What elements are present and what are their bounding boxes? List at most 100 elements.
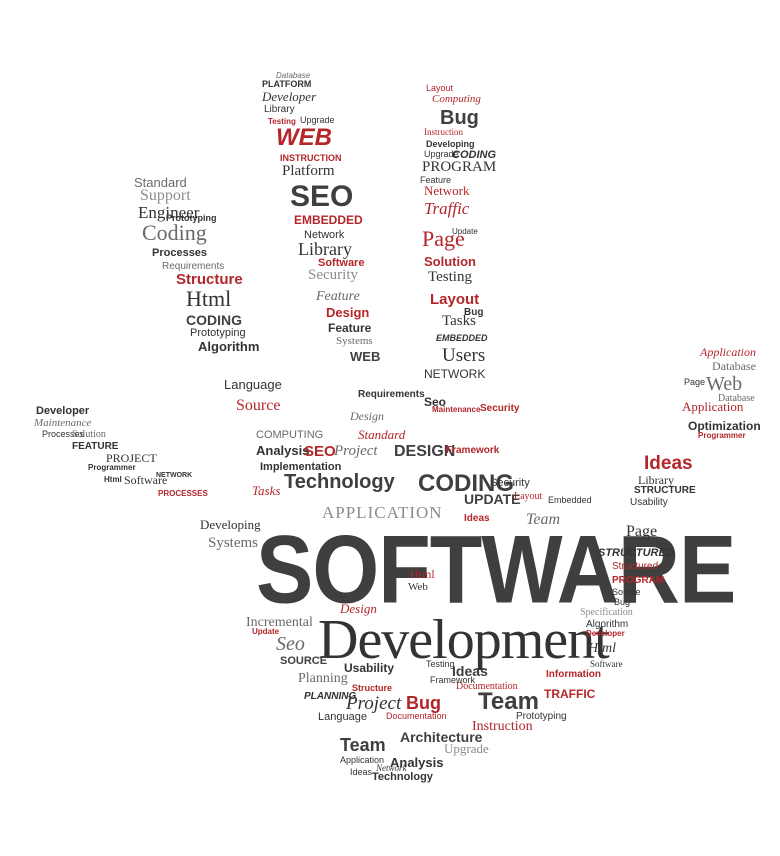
middle-finger-word: Instruction (424, 127, 463, 137)
index-finger-word: INSTRUCTION (280, 153, 342, 163)
palm-word: Security (480, 403, 520, 414)
thumb-word: FEATURE (72, 441, 119, 452)
middle-finger-word: Tasks (442, 313, 476, 329)
middle-finger-word: EMBEDDED (436, 333, 488, 343)
little-finger-word: Library (638, 473, 674, 487)
thumb-word: Engineer (138, 203, 200, 222)
thumb-word: Programmer (88, 463, 136, 472)
index-finger-word: Upgrade (300, 115, 335, 125)
index-finger-word: Software (318, 257, 365, 269)
middle-finger-word: Solution (424, 254, 476, 269)
thumb-word: Processes (42, 429, 85, 439)
thumb-word: Coding (142, 220, 207, 245)
middle-finger-word: Bug (464, 307, 484, 318)
palm-word: Design (340, 601, 377, 616)
middle-finger-word: CODING (452, 149, 496, 161)
middle-finger-word: Layout (430, 291, 480, 308)
palm-word: Project (346, 693, 402, 714)
palm-word: Layout (514, 491, 543, 502)
palm-word: Source (612, 587, 641, 597)
middle-finger-word: Feature (420, 175, 452, 185)
palm-word: TRAFFIC (544, 687, 596, 701)
palm-word: Implementation (260, 461, 342, 473)
palm-word: Structured (612, 561, 659, 572)
palm-word: Technology (284, 471, 395, 493)
palm-word: Technology (372, 771, 433, 783)
palm-word: UPDATE (464, 491, 521, 507)
palm-word: Architecture (400, 729, 483, 745)
palm-word: Web (408, 581, 428, 593)
palm-word: Analysis (256, 443, 310, 458)
palm-word: NETWORK (424, 367, 486, 381)
index-finger-word: Security (308, 267, 358, 283)
thumb-word: Prototyping (166, 213, 217, 223)
index-finger-word: EMBEDDED (294, 213, 363, 227)
palm-word: Information (546, 669, 601, 680)
index-finger-word: Feature (328, 321, 372, 335)
middle-finger-word: Update (452, 227, 478, 236)
thumb-word: Requirements (162, 261, 225, 272)
palm-word: Embedded (548, 495, 592, 505)
little-finger-word: Ideas (644, 453, 693, 474)
palm-word: Planning (298, 671, 348, 686)
palm-word: Team (478, 688, 539, 715)
middle-finger-word: Traffic (424, 199, 470, 218)
palm-word: Developer (586, 629, 625, 638)
headline-software: SOFTWARE (256, 516, 736, 624)
thumb-word: Language (224, 377, 282, 392)
index-finger-word: WEB (350, 349, 381, 364)
palm-word: Prototyping (516, 711, 567, 722)
palm-word: Structure (352, 683, 393, 693)
palm-word: Page (626, 523, 658, 540)
thumb-word: PROCESSES (158, 489, 208, 498)
palm-word: Standard (358, 427, 406, 442)
palm-word: Testing (426, 659, 455, 669)
palm-word: Bug (614, 597, 631, 607)
palm-word: SEO (304, 443, 336, 460)
little-finger-word: Database (718, 393, 755, 404)
palm-word: Software (590, 659, 623, 669)
thumb-word: Processes (152, 247, 208, 259)
palm-word: Requirements (358, 389, 425, 400)
palm-word: DESIGN (394, 443, 456, 460)
palm-word: Team (340, 735, 386, 755)
palm-word: Html (410, 567, 435, 581)
little-finger-word: Application (682, 399, 744, 414)
middle-finger-word: Users (442, 345, 486, 366)
palm-word: Seo (276, 633, 305, 655)
palm-word: Analysis (390, 755, 444, 770)
palm-word: Application (340, 755, 385, 765)
palm-word: Language (318, 711, 367, 723)
palm-word: Specification (580, 607, 633, 618)
index-finger-word: Platform (282, 163, 335, 179)
little-finger-word: STRUCTURE (634, 485, 696, 496)
little-finger-word: Page (684, 377, 706, 387)
middle-finger-word: Testing (428, 269, 472, 285)
palm-word: Documentation (456, 681, 518, 692)
palm-word: SOURCE (280, 655, 328, 667)
palm-word: Design (350, 409, 384, 423)
palm-word: CODING (418, 470, 514, 497)
little-finger-word: Application (700, 345, 756, 359)
index-finger-word: Feature (316, 289, 360, 304)
headline-development: Development (318, 609, 610, 671)
index-finger-word: Library (298, 239, 352, 259)
thumb-word: NETWORK (156, 472, 193, 479)
palm-word: Systems (208, 535, 259, 551)
palm-word: Ideas (452, 663, 488, 679)
middle-finger-word: Upgrade (424, 149, 459, 159)
palm-word: Upgrade (444, 741, 489, 756)
palm-word: Usability (344, 661, 395, 675)
thumb-word: Algorithm (198, 339, 260, 354)
index-finger-word: Testing (268, 117, 296, 126)
index-finger-word: Systems (336, 335, 373, 347)
index-finger-word: Design (326, 305, 370, 320)
palm-word: Team (526, 511, 561, 528)
little-finger-word: Web (706, 373, 743, 395)
middle-finger-word: Page (422, 226, 465, 251)
thumb-word: Prototyping (190, 327, 246, 339)
palm-word: APPLICATION (322, 503, 443, 522)
palm-word: PLANNING (304, 691, 357, 702)
palm-word: Bug (406, 693, 441, 713)
